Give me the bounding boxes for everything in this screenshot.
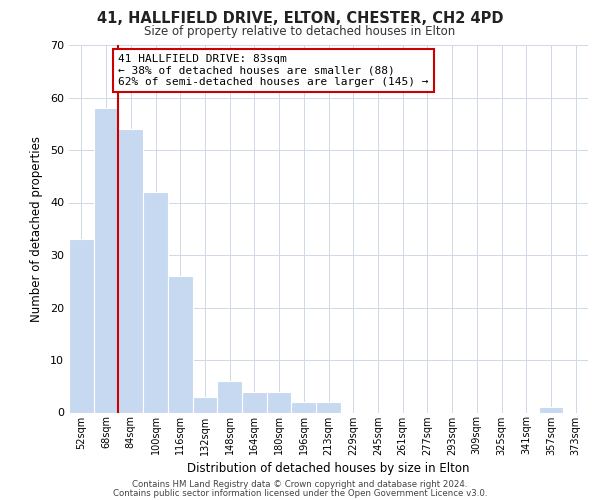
Text: Size of property relative to detached houses in Elton: Size of property relative to detached ho…: [145, 25, 455, 38]
X-axis label: Distribution of detached houses by size in Elton: Distribution of detached houses by size …: [187, 462, 470, 474]
Text: 41, HALLFIELD DRIVE, ELTON, CHESTER, CH2 4PD: 41, HALLFIELD DRIVE, ELTON, CHESTER, CH2…: [97, 11, 503, 26]
Bar: [316, 402, 341, 412]
Y-axis label: Number of detached properties: Number of detached properties: [30, 136, 43, 322]
Bar: [193, 397, 217, 412]
Bar: [242, 392, 267, 412]
Bar: [118, 129, 143, 412]
Bar: [94, 108, 118, 412]
Text: Contains HM Land Registry data © Crown copyright and database right 2024.: Contains HM Land Registry data © Crown c…: [132, 480, 468, 489]
Bar: [143, 192, 168, 412]
Text: Contains public sector information licensed under the Open Government Licence v3: Contains public sector information licen…: [113, 488, 487, 498]
Bar: [69, 240, 94, 412]
Bar: [267, 392, 292, 412]
Bar: [292, 402, 316, 412]
Bar: [539, 407, 563, 412]
Bar: [217, 381, 242, 412]
Bar: [168, 276, 193, 412]
Text: 41 HALLFIELD DRIVE: 83sqm
← 38% of detached houses are smaller (88)
62% of semi-: 41 HALLFIELD DRIVE: 83sqm ← 38% of detac…: [118, 54, 429, 88]
